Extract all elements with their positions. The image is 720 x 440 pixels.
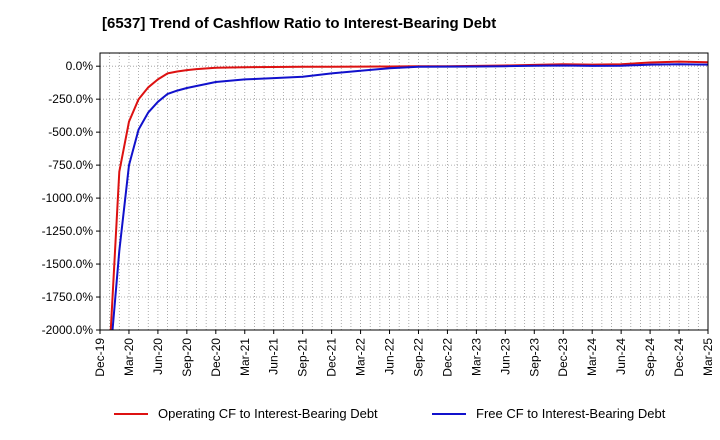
y-axis: 0.0% -250.0% -500.0% -750.0% -1000.0% -1250.0… — [42, 59, 100, 337]
x-tick-label: Sep-22 — [411, 338, 425, 377]
x-tick-label: Jun-24 — [614, 338, 628, 375]
y-tick-label: -2000.0% — [42, 323, 94, 337]
y-tick-label: -250.0% — [48, 92, 93, 106]
x-tick-label: Sep-21 — [296, 338, 310, 377]
x-tick-label: Jun-22 — [383, 338, 397, 375]
x-tick-label: Mar-20 — [122, 338, 136, 376]
y-tick-label: -1250.0% — [42, 224, 94, 238]
legend-label-free: Free CF to Interest-Bearing Debt — [476, 406, 666, 421]
grid — [100, 53, 708, 331]
legend-label-operating: Operating CF to Interest-Bearing Debt — [158, 406, 378, 421]
y-tick-label: 0.0% — [66, 59, 94, 73]
x-tick-label: Jun-20 — [151, 338, 165, 375]
x-tick-label: Sep-20 — [180, 338, 194, 377]
x-tick-label: Mar-21 — [238, 338, 252, 376]
legend: Operating CF to Interest-Bearing Debt Fr… — [0, 400, 720, 428]
y-tick-label: -750.0% — [48, 158, 93, 172]
x-tick-label: Jun-23 — [498, 338, 512, 375]
y-tick-label: -1000.0% — [42, 191, 94, 205]
x-axis: Dec-19 Mar-20 Jun-20 Sep-20 Dec-20 Mar-21 Jun-… — [93, 330, 715, 377]
chart-title: [6537] Trend of Cashflow Ratio to Intere… — [102, 15, 497, 32]
plot-frame — [99, 52, 709, 331]
plot-area — [100, 53, 708, 330]
x-tick-label: Sep-23 — [527, 338, 541, 377]
x-tick-label: Dec-22 — [440, 338, 454, 377]
legend-item-free: Free CF to Interest-Bearing Debt — [432, 406, 665, 421]
x-tick-label: Dec-20 — [209, 338, 223, 377]
x-tick-label: Mar-24 — [585, 338, 599, 376]
x-tick-label: Mar-22 — [354, 338, 368, 376]
series-layer — [109, 60, 708, 330]
x-tick-label: Dec-21 — [325, 338, 339, 377]
x-tick-label: Mar-23 — [469, 338, 483, 376]
legend-item-operating: Operating CF to Interest-Bearing Debt — [114, 406, 378, 421]
x-tick-label: Jun-21 — [267, 338, 281, 375]
x-tick-label: Dec-19 — [93, 338, 107, 377]
series-line-operating-cf — [109, 60, 708, 330]
legend-swatch-operating — [114, 412, 148, 415]
x-tick-label: Dec-24 — [672, 338, 686, 377]
x-tick-label: Dec-23 — [556, 338, 570, 377]
y-tick-label: -500.0% — [48, 125, 93, 139]
series-line-free-cf — [111, 63, 708, 330]
x-tick-label: Mar-25 — [701, 338, 715, 376]
y-tick-label: -1500.0% — [42, 257, 94, 271]
y-tick-label: -1750.0% — [42, 290, 94, 304]
legend-swatch-free — [432, 412, 466, 415]
x-tick-label: Sep-24 — [643, 338, 657, 377]
